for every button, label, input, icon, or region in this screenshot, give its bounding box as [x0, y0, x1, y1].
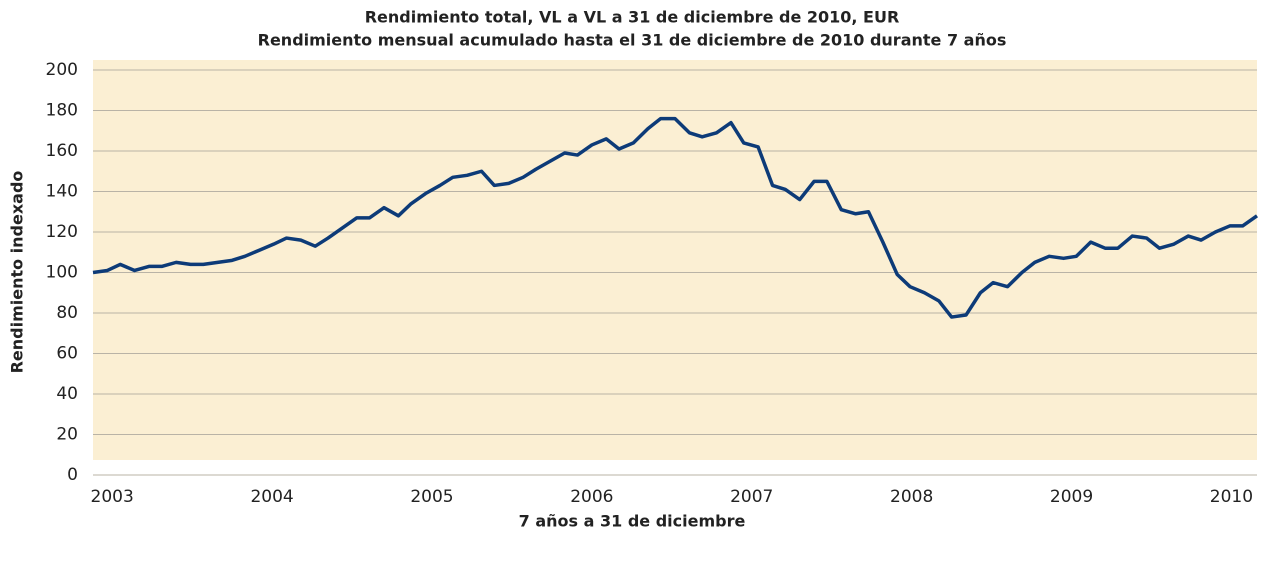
y-tick-label: 40 — [56, 384, 78, 404]
x-tick-label: 2003 — [91, 487, 134, 507]
x-axis-label: 7 años a 31 de diciembre — [519, 512, 746, 531]
line-series — [92, 116, 1259, 319]
y-tick-label: 20 — [56, 425, 78, 445]
y-tick-label: 0 — [67, 465, 78, 485]
x-tick-label: 2006 — [570, 487, 613, 507]
x-tick-label: 2010 — [1210, 487, 1253, 507]
y-axis-label: Rendimiento indexado — [8, 171, 27, 374]
y-tick-label: 60 — [56, 344, 78, 364]
y-tick-label: 140 — [46, 182, 78, 202]
y-tick-label: 120 — [46, 222, 78, 242]
y-tick-label: 200 — [46, 60, 78, 80]
x-tick-label: 2009 — [1050, 487, 1093, 507]
y-tick-label: 160 — [46, 141, 78, 161]
y-tick-label: 180 — [46, 101, 78, 121]
x-tick-label: 2007 — [730, 487, 773, 507]
y-tick-label: 100 — [46, 263, 78, 283]
x-tick-label: 2008 — [890, 487, 933, 507]
chart-subtitle: Rendimiento mensual acumulado hasta el 3… — [258, 31, 1007, 50]
x-tick-label: 2005 — [410, 487, 453, 507]
chart-title: Rendimiento total, VL a VL a 31 de dicie… — [365, 8, 900, 27]
x-tick-label: 2004 — [250, 487, 293, 507]
y-tick-label: 80 — [56, 303, 78, 323]
